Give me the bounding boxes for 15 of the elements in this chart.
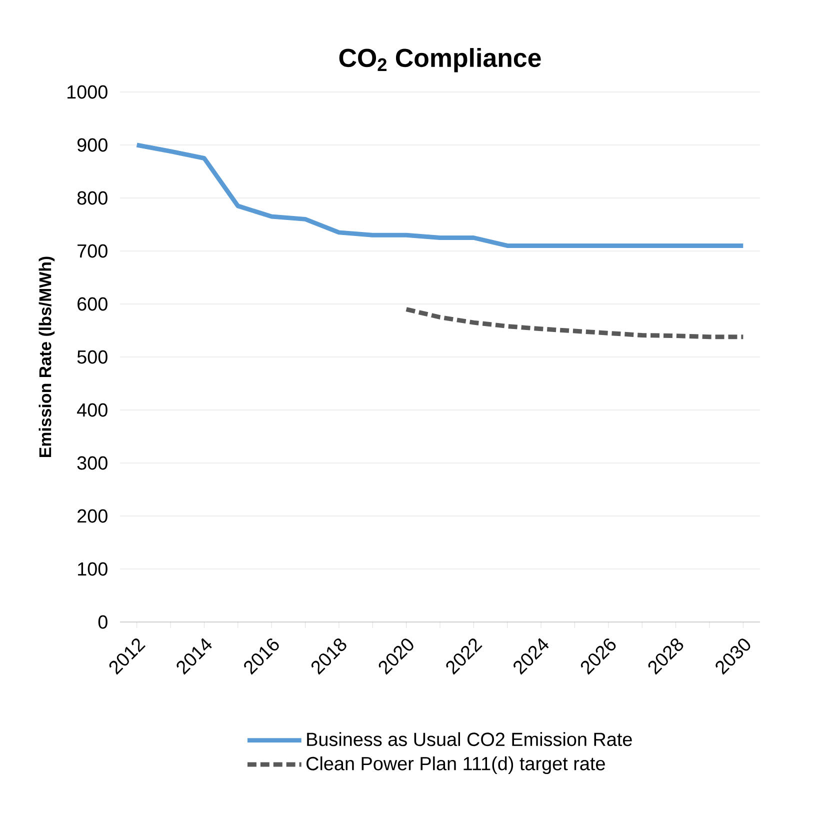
y-tick-label: 1000 xyxy=(68,85,108,99)
y-tick-label: 0 xyxy=(98,615,108,629)
y-tick-label: 600 xyxy=(78,297,108,311)
y-tick-label: 100 xyxy=(78,562,108,576)
y-tick-label: 700 xyxy=(78,244,108,258)
chart-title: CO$_{2}$ Compliance xyxy=(339,48,541,72)
y-tick-label: 300 xyxy=(77,456,108,470)
y-axis-title: Emission Rate (lbs/MWh) xyxy=(38,256,55,458)
y-tick-label: 500 xyxy=(77,350,108,364)
y-tick-label: 200 xyxy=(78,509,108,523)
y-tick-label: 900 xyxy=(77,138,108,152)
legend-label: Business as Usual CO2 Emission Rate xyxy=(307,732,632,746)
y-tick-label: 800 xyxy=(77,191,108,205)
legend-label: Clean Power Plan 111(d) target rate xyxy=(306,756,605,774)
y-tick-label: 400 xyxy=(77,403,108,417)
